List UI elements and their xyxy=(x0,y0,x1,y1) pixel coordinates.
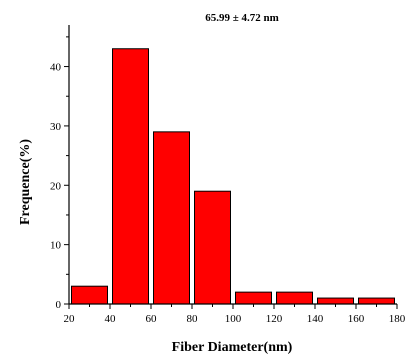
histogram-bar-6 xyxy=(276,291,313,305)
y-tick-label-30: 30 xyxy=(50,121,62,133)
x-tick-label-60: 60 xyxy=(146,313,158,325)
x-tick-label-40: 40 xyxy=(105,313,117,325)
histogram-bar-8 xyxy=(358,297,395,305)
x-tick-label-100: 100 xyxy=(225,313,242,325)
y-axis-title: Frequence(%) xyxy=(18,139,33,225)
histogram-bar-4 xyxy=(194,190,231,305)
x-tick-label-20: 20 xyxy=(64,313,76,325)
bars-group xyxy=(71,48,395,305)
x-tick-label-160: 160 xyxy=(348,313,365,325)
histogram-bar-7 xyxy=(317,297,354,305)
histogram-bar-5 xyxy=(235,291,272,305)
y-tick-label-20: 20 xyxy=(50,180,62,192)
y-tick-label-10: 10 xyxy=(50,240,62,252)
y-tick-label-40: 40 xyxy=(50,62,62,74)
histogram-bar-3 xyxy=(153,131,190,305)
histogram-bar-1 xyxy=(71,285,108,305)
histogram-bar-2 xyxy=(112,48,149,305)
x-tick-label-140: 140 xyxy=(307,313,324,325)
x-axis-title: Fiber Diameter(nm) xyxy=(172,340,293,355)
x-tick-label-180: 180 xyxy=(389,313,406,325)
x-tick-label-80: 80 xyxy=(187,313,199,325)
plot-area: 20 40 60 80 100 120 140 160 180 0 10 20 30 40 xyxy=(50,25,406,325)
ticks-group: 20 40 60 80 100 120 140 160 180 0 10 20 30 40 xyxy=(50,36,406,325)
y-tick-label-0: 0 xyxy=(56,299,62,311)
chart-title: 65.99 ± 4.72 nm xyxy=(205,12,279,24)
x-tick-label-120: 120 xyxy=(266,313,283,325)
